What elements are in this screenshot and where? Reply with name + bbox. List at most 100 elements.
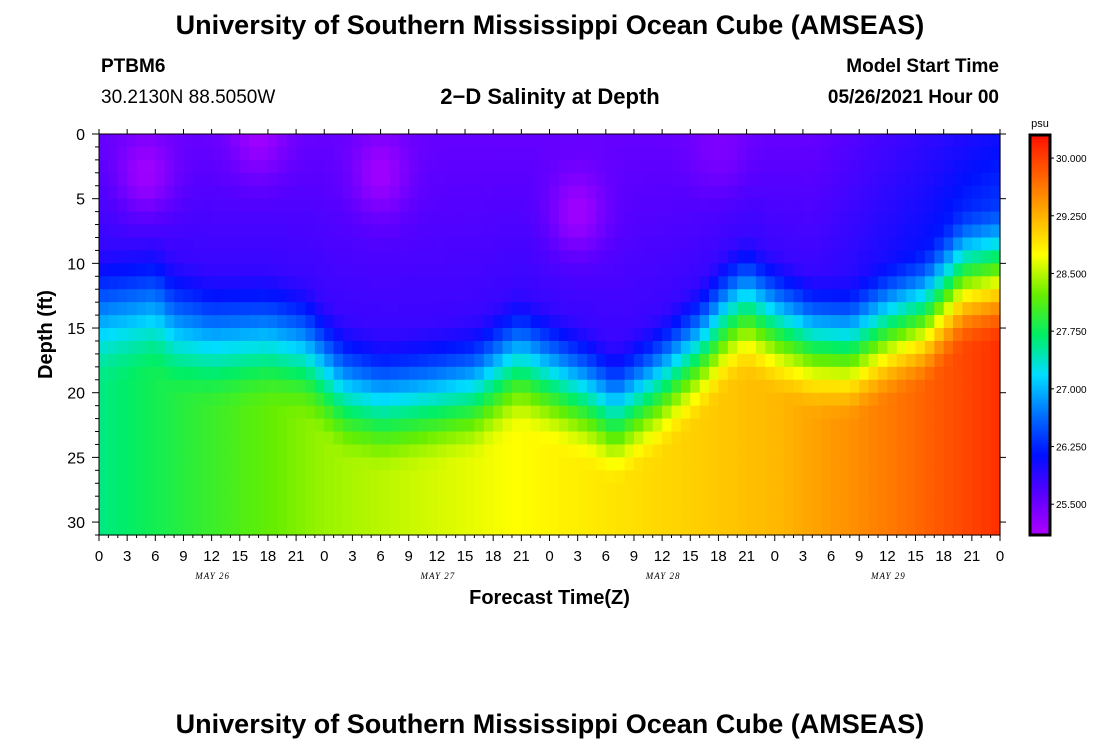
heatmap-cell: [221, 211, 231, 226]
heatmap-cell: [624, 444, 635, 458]
heatmap-cell: [840, 340, 851, 355]
heatmap-cell: [577, 185, 588, 200]
heatmap-cell: [399, 328, 410, 342]
heatmap-cell: [859, 289, 870, 303]
heatmap-cell: [267, 263, 278, 277]
heatmap-cell: [483, 263, 494, 277]
heatmap-cell: [286, 457, 297, 471]
heatmap-cell: [389, 302, 400, 316]
heatmap-cell: [221, 405, 231, 420]
heatmap-cell: [202, 134, 213, 148]
heatmap-cell: [343, 146, 354, 161]
heatmap-cell: [953, 134, 964, 148]
heatmap-cell: [540, 263, 551, 277]
heatmap-cell: [568, 159, 579, 174]
heatmap-cell: [577, 392, 588, 407]
heatmap-cell: [230, 379, 241, 394]
heatmap-cell: [267, 379, 278, 394]
heatmap-cell: [136, 444, 147, 458]
heatmap-cell: [258, 185, 269, 200]
heatmap-cell: [221, 198, 231, 213]
heatmap-cell: [305, 172, 316, 187]
heatmap-cell: [671, 328, 682, 342]
heatmap-cell: [145, 328, 156, 342]
heatmap-cell: [145, 509, 156, 523]
heatmap-cell: [643, 340, 654, 355]
heatmap-cell: [765, 159, 776, 174]
heatmap-cell: [192, 276, 203, 290]
heatmap-cell: [577, 366, 588, 381]
heatmap-cell: [117, 302, 128, 316]
heatmap-cell: [859, 496, 870, 510]
heatmap-cell: [643, 509, 654, 523]
heatmap-cell: [502, 496, 513, 510]
heatmap-cell: [465, 496, 476, 510]
heatmap-cell: [821, 134, 832, 148]
heatmap-cell: [136, 366, 147, 381]
heatmap-cell: [877, 405, 888, 420]
heatmap-cell: [643, 185, 654, 200]
heatmap-cell: [971, 405, 982, 420]
heatmap-cell: [249, 302, 260, 316]
heatmap-cell: [202, 185, 213, 200]
heatmap-cell: [277, 340, 288, 355]
heatmap-cell: [296, 353, 307, 368]
heatmap-cell: [183, 405, 194, 420]
heatmap-cell: [502, 263, 513, 277]
heatmap-cell: [258, 302, 269, 316]
heatmap-cell: [277, 134, 288, 148]
heatmap-cell: [699, 483, 710, 497]
heatmap-cell: [718, 457, 729, 471]
heatmap-cell: [277, 379, 288, 394]
heatmap-cell: [305, 444, 316, 458]
heatmap-cell: [108, 263, 119, 277]
heatmap-cell: [202, 522, 213, 536]
heatmap-cell: [286, 366, 297, 381]
heatmap-cell: [962, 418, 973, 433]
heatmap-cell: [680, 302, 691, 316]
heatmap-cell: [868, 198, 879, 213]
heatmap-cell: [906, 134, 917, 148]
heatmap-cell: [380, 470, 391, 484]
heatmap-cell: [784, 509, 795, 523]
heatmap-cell: [127, 340, 138, 355]
heatmap-cell: [802, 185, 813, 200]
heatmap-cell: [887, 315, 898, 329]
heatmap-cell: [680, 289, 691, 303]
heatmap-cell: [455, 302, 466, 316]
heatmap-cell: [324, 470, 335, 484]
heatmap-cell: [192, 483, 203, 497]
heatmap-cell: [483, 211, 494, 226]
heatmap-cell: [746, 250, 757, 264]
heatmap-cell: [258, 198, 269, 213]
heatmap-cell: [727, 263, 738, 277]
heatmap-cell: [258, 457, 269, 471]
heatmap-cell: [774, 224, 785, 239]
heatmap-cell: [455, 457, 466, 471]
heatmap-cell: [511, 457, 522, 471]
heatmap-cell: [615, 379, 626, 394]
y-tick-label: 10: [67, 256, 85, 273]
heatmap-cell: [662, 418, 673, 433]
heatmap-cell: [418, 457, 429, 471]
heatmap-cell: [690, 431, 701, 446]
heatmap-cell: [859, 328, 870, 342]
heatmap-cell: [145, 496, 156, 510]
heatmap-cell: [643, 431, 654, 446]
heatmap-cell: [352, 366, 363, 381]
heatmap-cell: [483, 224, 494, 239]
heatmap-cell: [389, 483, 400, 497]
heatmap-cell: [202, 353, 213, 368]
heatmap-cell: [680, 211, 691, 226]
heatmap-cell: [427, 470, 438, 484]
heatmap-cell: [474, 302, 485, 316]
heatmap-cell: [530, 302, 541, 316]
heatmap-cell: [652, 198, 663, 213]
heatmap-cell: [849, 392, 860, 407]
heatmap-cell: [483, 353, 494, 368]
heatmap-cell: [361, 405, 372, 420]
heatmap-cell: [934, 483, 945, 497]
heatmap-cell: [305, 289, 316, 303]
heatmap-cell: [286, 405, 297, 420]
heatmap-cell: [361, 250, 372, 264]
